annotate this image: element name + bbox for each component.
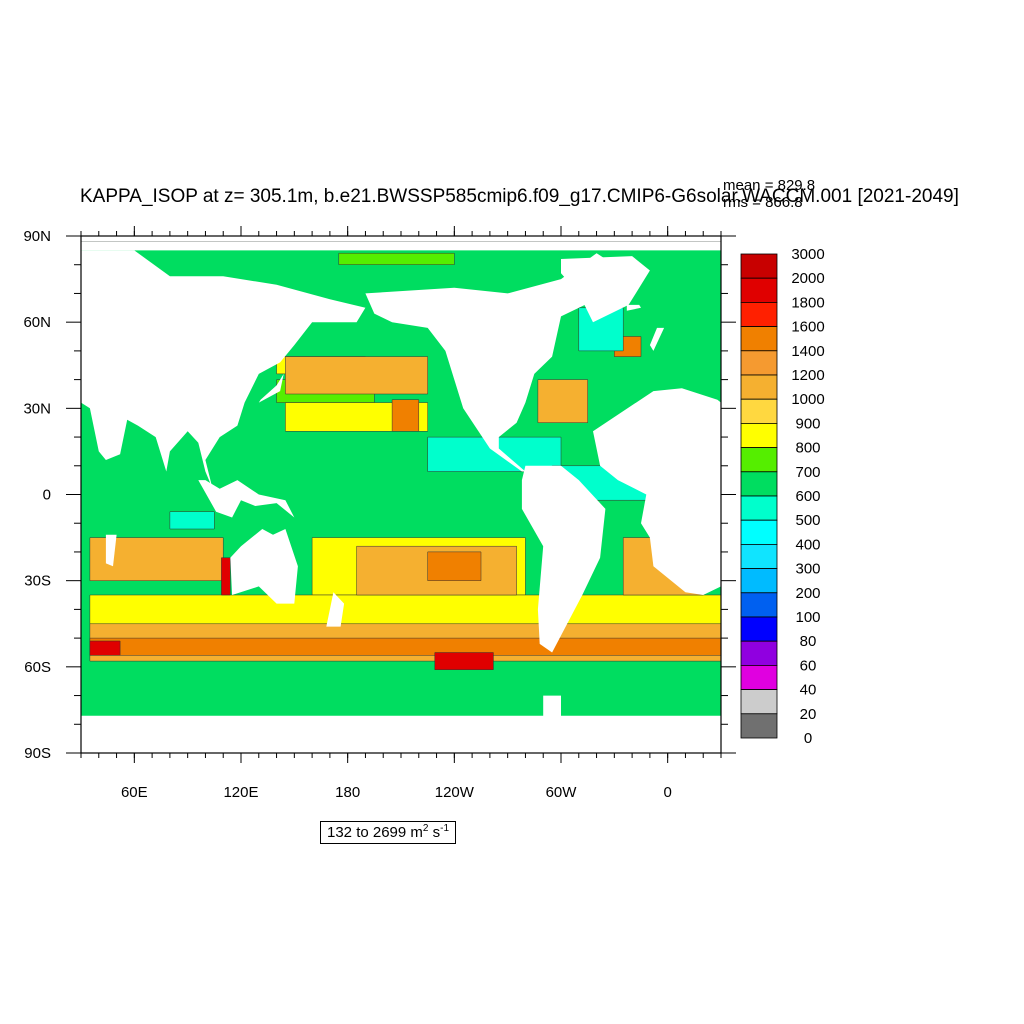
colorbar-swatch — [740, 519, 778, 545]
colorbar-swatch — [740, 495, 778, 521]
contour-region-4-1 — [427, 551, 482, 581]
range-unit-sup2: -1 — [440, 823, 450, 834]
map-layer — [81, 241, 721, 753]
colorbar-label: 1000 — [791, 391, 824, 408]
colorbar-label: 80 — [800, 633, 817, 650]
contour-region-4-2 — [89, 637, 721, 656]
colorbar-label: 3000 — [791, 246, 824, 263]
colorbar-swatch — [740, 471, 778, 497]
landmass-antarctica-0 — [81, 715, 721, 753]
colorbar-label: 1800 — [791, 294, 824, 311]
landmass-iceland-0 — [626, 304, 641, 311]
colorbar-swatch — [740, 374, 778, 400]
range-label: 132 to 2699 m2 s-1 — [320, 821, 457, 844]
range-unit-mid: s — [428, 824, 441, 841]
colorbar-label: 400 — [795, 536, 820, 553]
colorbar-label: 900 — [795, 415, 820, 432]
colorbar-swatch — [740, 568, 778, 594]
colorbar-swatch — [740, 616, 778, 642]
y-tick-label: 30N — [23, 400, 51, 417]
landmass-south-america-0 — [521, 465, 606, 653]
colorbar-swatch — [740, 277, 778, 303]
landmass-antarctica-1 — [543, 695, 561, 753]
y-tick-label: 60N — [23, 314, 51, 331]
colorbar-label: 700 — [795, 464, 820, 481]
landmass-japan-0 — [258, 373, 284, 403]
colorbar-swatch — [740, 301, 778, 327]
colorbar-swatch — [740, 422, 778, 448]
colorbar-label: 1400 — [791, 343, 824, 360]
contour-region-3-4 — [537, 379, 588, 423]
colorbar-label: 60 — [800, 657, 817, 674]
y-tick-label: 30S — [24, 573, 51, 590]
colorbar-label: 100 — [795, 609, 820, 626]
y-tick-label: 60S — [24, 659, 51, 676]
contour-region-5-0 — [89, 640, 121, 656]
colorbar-label: 0 — [804, 730, 812, 747]
chart-title: KAPPA_ISOP at z= 305.1m, b.e21.BWSSP585c… — [80, 186, 959, 207]
x-tick-label: 60W — [546, 784, 578, 801]
colorbar-label: 40 — [800, 682, 817, 699]
colorbar-swatch — [740, 592, 778, 618]
x-tick-label: 60E — [121, 784, 148, 801]
x-tick-label: 120E — [223, 784, 258, 801]
colorbar-swatch — [740, 665, 778, 691]
colorbar-swatch — [740, 326, 778, 352]
colorbar-swatch — [740, 447, 778, 473]
y-tick-label: 90N — [23, 228, 51, 245]
colorbar-label: 2000 — [791, 270, 824, 287]
colorbar-swatch — [740, 689, 778, 715]
landmass-indonesia-0 — [198, 480, 295, 518]
contour-region-5-2 — [221, 557, 231, 596]
stat-rms: rms = 866.8 — [723, 194, 803, 211]
stat-mean: mean = 829.8 — [723, 177, 816, 194]
range-unit-sup1: 2 — [422, 823, 429, 834]
colorbar-label: 1600 — [791, 319, 824, 336]
contour-region-4-0 — [391, 399, 420, 432]
landmass-new-zealand-0 — [326, 592, 345, 627]
colorbar-swatch — [740, 640, 778, 666]
y-tick-label: 0 — [43, 487, 51, 504]
x-tick-label: 0 — [663, 784, 671, 801]
landmass-greenland-0 — [561, 256, 650, 323]
range-text: 132 to 2699 m — [327, 824, 423, 841]
contour-region-1-0 — [338, 252, 455, 265]
x-tick-label: 120W — [435, 784, 475, 801]
contour-region-2-3 — [89, 594, 721, 625]
axis-ticks: 60E 120E 180 120W 60W 0 90N 60N 30N 0 30S 60S 90S — [23, 226, 736, 801]
colorbar-label: 800 — [795, 440, 820, 457]
colorbar-label: 300 — [795, 561, 820, 578]
colorbar-label: 20 — [800, 706, 817, 723]
landmass-eurasia-0 — [81, 241, 721, 251]
landmass-north-america-0 — [365, 253, 615, 472]
colorbar: 3000200018001600140012001000900800700600… — [740, 246, 825, 747]
landmass-madagascar-0 — [105, 534, 117, 567]
colorbar-label: 1200 — [791, 367, 824, 384]
colorbar-swatch — [740, 253, 778, 279]
landmass-eurasia-1 — [81, 250, 366, 489]
contour-region-3-0 — [285, 356, 428, 395]
colorbar-label: 200 — [795, 585, 820, 602]
colorbar-swatch — [740, 544, 778, 570]
colorbar-swatch — [740, 398, 778, 424]
landmass-africa-0 — [593, 388, 721, 595]
y-tick-label: 90S — [24, 745, 51, 762]
contour-region-6-2 — [169, 511, 215, 530]
landmass-australia-0 — [230, 529, 298, 604]
colorbar-swatch — [740, 713, 778, 739]
colorbar-label: 600 — [795, 488, 820, 505]
x-tick-label: 180 — [335, 784, 360, 801]
landmass-uk-0 — [649, 327, 665, 351]
contour-region-5-1 — [434, 652, 494, 670]
colorbar-swatch — [740, 350, 778, 376]
colorbar-label: 500 — [795, 512, 820, 529]
